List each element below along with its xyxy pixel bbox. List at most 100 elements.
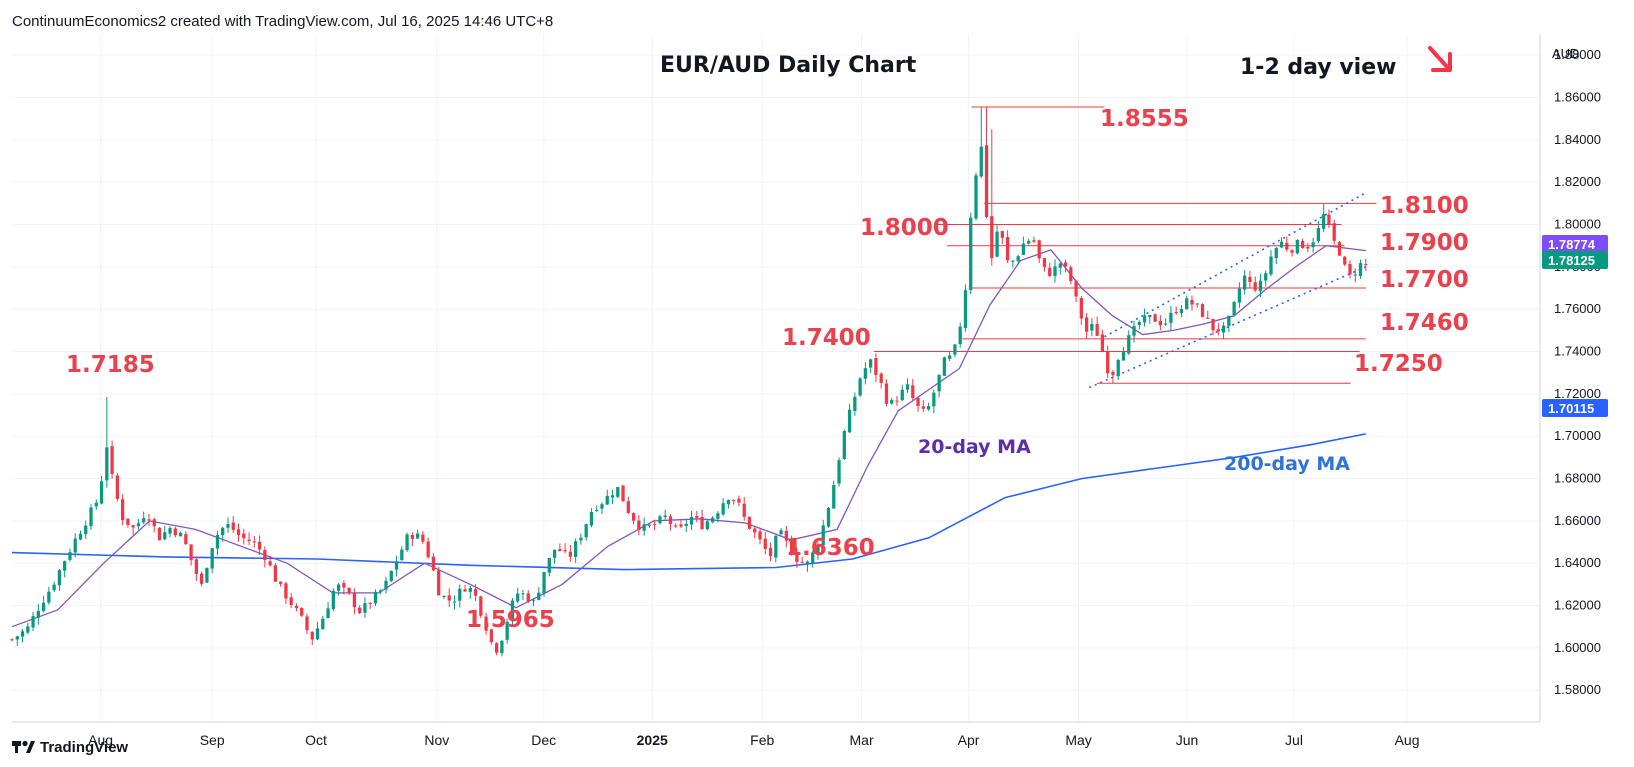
currency-label: AUD xyxy=(1552,46,1579,61)
candle-body xyxy=(447,595,451,601)
y-tick-label: 1.60000 xyxy=(1554,640,1601,655)
candle-body xyxy=(700,516,704,530)
x-tick-label: 2025 xyxy=(637,732,668,748)
candle-body xyxy=(1058,263,1062,268)
candle-body xyxy=(637,520,641,531)
candle-body xyxy=(142,518,146,523)
candle-body xyxy=(163,532,167,540)
candle-body xyxy=(68,552,72,560)
candle-body xyxy=(394,561,399,570)
channel-upper xyxy=(1104,192,1367,338)
candle-body xyxy=(753,528,757,533)
ma20-line xyxy=(11,245,1366,628)
candle-body xyxy=(1027,240,1031,244)
candle-body xyxy=(1306,247,1310,249)
candle-body xyxy=(948,355,952,359)
candle-body xyxy=(84,525,88,535)
candle-body xyxy=(689,516,694,525)
candle-body xyxy=(1116,360,1120,377)
candle-body xyxy=(1364,264,1368,266)
candle-body xyxy=(890,400,894,404)
candle-body xyxy=(78,533,83,540)
price-axis[interactable] xyxy=(1541,34,1634,722)
candle-body xyxy=(695,516,699,518)
candle-body xyxy=(911,385,915,399)
candle-body xyxy=(800,561,804,563)
candle-body xyxy=(558,549,562,552)
candle-body xyxy=(379,590,383,592)
x-tick-label: Nov xyxy=(424,732,449,748)
candle-body xyxy=(47,591,51,603)
level-lines xyxy=(873,106,1377,384)
tradingview-logo-icon xyxy=(12,740,35,753)
candle-body xyxy=(200,573,204,584)
y-tick-label: 1.84000 xyxy=(1554,132,1601,147)
candle-body xyxy=(905,384,910,390)
candle-body xyxy=(516,593,520,602)
candle-body xyxy=(884,383,889,404)
candle-body xyxy=(568,551,573,557)
candle-body xyxy=(1179,309,1184,314)
candle-body xyxy=(958,326,962,345)
candle-body xyxy=(452,601,457,603)
candle-body xyxy=(1295,239,1299,254)
candle-body xyxy=(552,549,557,558)
candle-body xyxy=(1322,214,1326,229)
candle-body xyxy=(1337,242,1342,256)
candle-body xyxy=(1074,280,1078,297)
candle-body xyxy=(263,549,267,561)
candle-body xyxy=(279,581,283,584)
candle-body xyxy=(1069,267,1073,282)
y-tick-label: 1.58000 xyxy=(1554,682,1601,697)
x-tick-label: Aug xyxy=(1395,732,1420,748)
candle-body xyxy=(352,592,357,608)
candle-body xyxy=(1358,263,1363,276)
candle-body xyxy=(358,607,362,614)
candle-body xyxy=(268,561,272,566)
candle-body xyxy=(105,447,109,481)
candle-body xyxy=(1221,325,1226,333)
candle-body xyxy=(421,534,425,542)
price-badge xyxy=(1542,399,1608,417)
y-tick-label: 1.66000 xyxy=(1554,513,1601,528)
candle-body xyxy=(1327,214,1331,224)
candle-body xyxy=(626,501,630,513)
x-tick-label: Sep xyxy=(200,732,225,748)
candle-body xyxy=(194,559,199,575)
candle-body xyxy=(168,528,172,534)
candle-body xyxy=(1005,237,1010,261)
candle-body xyxy=(1248,276,1252,282)
candle-body xyxy=(826,507,831,527)
candle-body xyxy=(1142,315,1147,323)
candle-body xyxy=(732,500,736,502)
chart-title: EUR/AUD Daily Chart xyxy=(660,53,917,78)
candle-body xyxy=(1343,256,1347,265)
candle-body xyxy=(1090,324,1094,331)
candle-body xyxy=(1279,241,1284,248)
candle-body xyxy=(1148,315,1152,318)
candle-body xyxy=(1269,256,1273,275)
candle-body xyxy=(173,528,177,536)
chart-grid xyxy=(12,34,1540,722)
candle-body xyxy=(247,539,251,542)
candle-body xyxy=(969,217,973,291)
level-label: 1.5965 xyxy=(466,607,555,633)
candle-body xyxy=(489,629,493,643)
candle-body xyxy=(1174,312,1178,314)
candle-body xyxy=(326,608,330,619)
candle-body xyxy=(1237,288,1242,303)
candle-body xyxy=(189,544,193,561)
x-tick-label: Aug xyxy=(88,732,113,748)
candle-body xyxy=(284,583,288,599)
candle-body xyxy=(1311,242,1315,248)
candle-body xyxy=(505,621,509,640)
candle-body xyxy=(215,534,220,549)
candle-body xyxy=(574,541,578,557)
candle-body xyxy=(784,530,788,541)
candle-body xyxy=(832,484,836,509)
candle-body xyxy=(89,507,93,527)
candle-body xyxy=(310,631,314,640)
candle-body xyxy=(468,588,472,592)
candle-body xyxy=(57,570,62,586)
x-tick-label: Dec xyxy=(531,732,556,748)
